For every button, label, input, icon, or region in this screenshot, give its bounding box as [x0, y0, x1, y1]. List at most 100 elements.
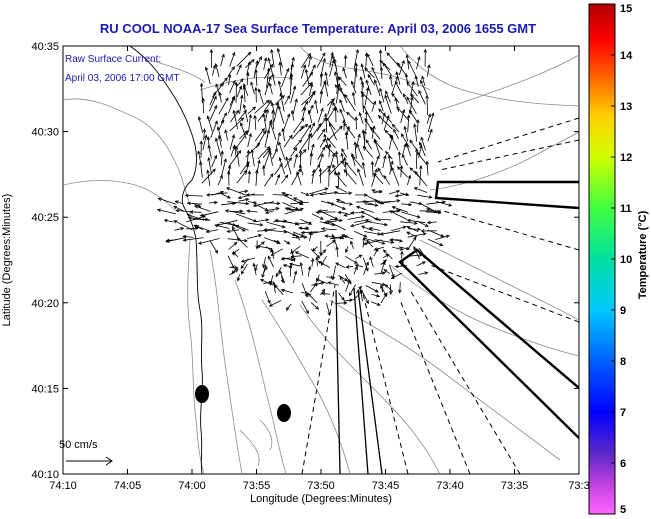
- current-vector-head: [294, 222, 299, 226]
- current-vector-head: [396, 106, 400, 110]
- current-vector: [227, 255, 235, 269]
- current-vector: [361, 211, 382, 222]
- current-vector-head: [250, 58, 255, 63]
- current-vector: [400, 165, 403, 178]
- current-vector-head: [309, 231, 313, 236]
- current-vector-head: [408, 109, 413, 114]
- current-vector-head: [286, 95, 290, 100]
- current-vector: [247, 106, 256, 115]
- current-vector-head: [424, 223, 429, 227]
- current-vector: [332, 234, 338, 247]
- current-vector-head: [362, 104, 367, 109]
- current-vector: [420, 80, 428, 96]
- current-vector: [391, 76, 399, 94]
- current-vector-head: [305, 192, 310, 196]
- current-vector-head: [275, 207, 280, 211]
- current-vector: [281, 289, 294, 294]
- current-vector-head: [372, 125, 376, 130]
- current-vector-head: [358, 285, 362, 290]
- current-vector-head: [370, 126, 374, 131]
- current-vector-head: [278, 141, 282, 146]
- current-vector: [343, 169, 357, 185]
- current-vector-head: [302, 106, 307, 111]
- current-vector-head: [390, 240, 395, 244]
- current-vector: [207, 115, 213, 132]
- current-vector-head: [226, 195, 231, 199]
- current-vector-head: [316, 164, 321, 169]
- current-vector: [395, 97, 400, 112]
- current-vector-head: [422, 261, 427, 265]
- current-vector: [281, 174, 289, 184]
- current-vector-head: [401, 153, 406, 158]
- current-vector: [369, 227, 381, 231]
- y-tick-label: 40:10: [31, 469, 59, 481]
- current-vector: [236, 146, 240, 167]
- current-vector: [227, 201, 249, 205]
- current-vector-head: [189, 210, 194, 214]
- current-vector: [218, 135, 222, 148]
- current-vector: [215, 63, 220, 78]
- current-vector-head: [288, 134, 293, 139]
- current-vector-head: [420, 136, 424, 141]
- current-vector: [311, 258, 314, 267]
- current-vector: [398, 60, 405, 76]
- current-vector: [282, 113, 290, 133]
- current-vector: [365, 139, 373, 150]
- current-vector-head: [395, 75, 399, 80]
- current-vector-head: [300, 230, 305, 235]
- current-vector-head: [341, 206, 347, 210]
- current-vector: [274, 95, 285, 106]
- current-vector-head: [213, 95, 217, 100]
- current-vector-head: [399, 247, 404, 251]
- current-vector-head: [389, 75, 393, 80]
- current-vector-head: [267, 299, 271, 304]
- current-vector-head: [350, 152, 355, 157]
- current-vector-head: [299, 261, 304, 266]
- current-vector: [301, 300, 309, 314]
- current-vector: [311, 213, 324, 220]
- current-vector: [407, 115, 410, 133]
- current-vector-head: [300, 233, 305, 237]
- current-vector-head: [365, 139, 370, 144]
- current-vector-head: [205, 229, 210, 234]
- current-vector-head: [396, 199, 401, 203]
- current-vector-head: [214, 120, 218, 125]
- current-vector: [378, 115, 393, 130]
- current-vector-head: [379, 284, 384, 289]
- current-vector: [336, 201, 353, 205]
- current-vector: [338, 76, 347, 86]
- radial-line: [439, 209, 579, 251]
- current-vector: [320, 73, 323, 87]
- current-vector: [264, 291, 271, 304]
- current-vector: [383, 269, 391, 274]
- x-axis-ticks: 74:10 74:05 74:00 73:55 73:50 73:45 73:40 73:35…: [49, 46, 590, 492]
- current-vector-head: [258, 55, 262, 61]
- current-vector: [392, 206, 409, 213]
- current-vector: [254, 99, 270, 114]
- current-vector-head: [240, 265, 245, 270]
- current-vector: [326, 137, 336, 149]
- current-vector: [352, 156, 363, 169]
- current-vector-head: [394, 80, 399, 85]
- current-vector: [264, 173, 274, 187]
- current-vector: [262, 264, 267, 278]
- current-vector-head: [445, 234, 450, 239]
- current-vector: [426, 113, 431, 124]
- current-vector: [283, 240, 290, 245]
- current-vector-head: [426, 208, 431, 212]
- current-vector-head: [263, 109, 267, 114]
- current-vector: [208, 145, 212, 159]
- current-vector-head: [343, 54, 348, 59]
- current-vector-head: [387, 154, 392, 159]
- current-vector: [229, 134, 235, 150]
- current-vector-head: [311, 247, 316, 252]
- current-vector: [395, 81, 403, 95]
- current-vector: [345, 132, 349, 150]
- current-vector-head: [344, 131, 349, 136]
- current-vector: [271, 49, 275, 68]
- current-vector: [399, 192, 409, 196]
- current-vector: [253, 201, 274, 207]
- current-vector-head: [304, 68, 309, 73]
- current-vector: [389, 210, 408, 220]
